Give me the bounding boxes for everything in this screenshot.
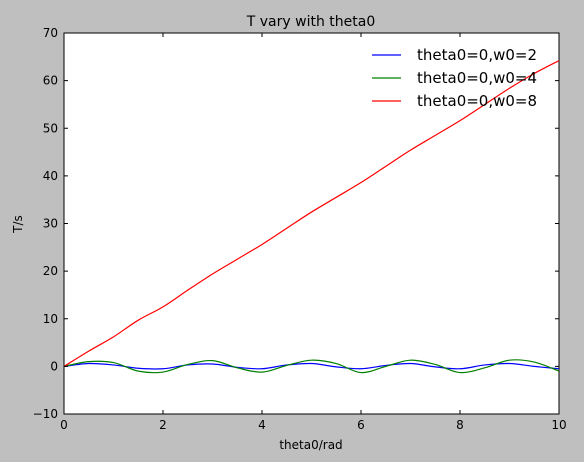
y-tick-label: 50 [43, 121, 58, 135]
y-tick-label: 30 [43, 217, 58, 231]
series-line [63, 60, 560, 367]
x-tick-label: 4 [258, 418, 266, 432]
x-tick-label: 10 [551, 418, 566, 432]
y-tick-label: 10 [43, 312, 58, 326]
y-tick-label: 60 [43, 74, 58, 88]
x-tick-label: 8 [456, 418, 464, 432]
y-tick-label: 20 [43, 264, 58, 278]
x-tick-label: 0 [60, 418, 68, 432]
x-axis-label: theta0/rad [279, 438, 342, 452]
legend-label: theta0=0,w0=2 [417, 46, 537, 64]
x-tick-label: 2 [159, 418, 167, 432]
series-line [63, 359, 560, 374]
y-axis-label: T/s [11, 215, 25, 234]
legend: theta0=0,w0=2 theta0=0,w0=4 theta0=0,w0=… [372, 46, 537, 110]
legend-label: theta0=0,w0=8 [417, 92, 537, 110]
series-layer [63, 60, 560, 374]
series-line [63, 362, 560, 370]
chart-title: T vary with theta0 [246, 14, 375, 30]
y-tick-label: 40 [43, 169, 58, 183]
x-tick-label: 6 [357, 418, 365, 432]
y-tick-label: 70 [43, 26, 58, 40]
legend-label: theta0=0,w0=4 [417, 69, 537, 87]
legend-entry: theta0=0,w0=2 [372, 46, 537, 64]
plot-area [63, 32, 560, 415]
y-tick-label: 0 [50, 359, 58, 373]
legend-entry: theta0=0,w0=8 [372, 92, 537, 110]
y-tick-label: −10 [33, 407, 58, 421]
legend-entry: theta0=0,w0=4 [372, 69, 537, 87]
